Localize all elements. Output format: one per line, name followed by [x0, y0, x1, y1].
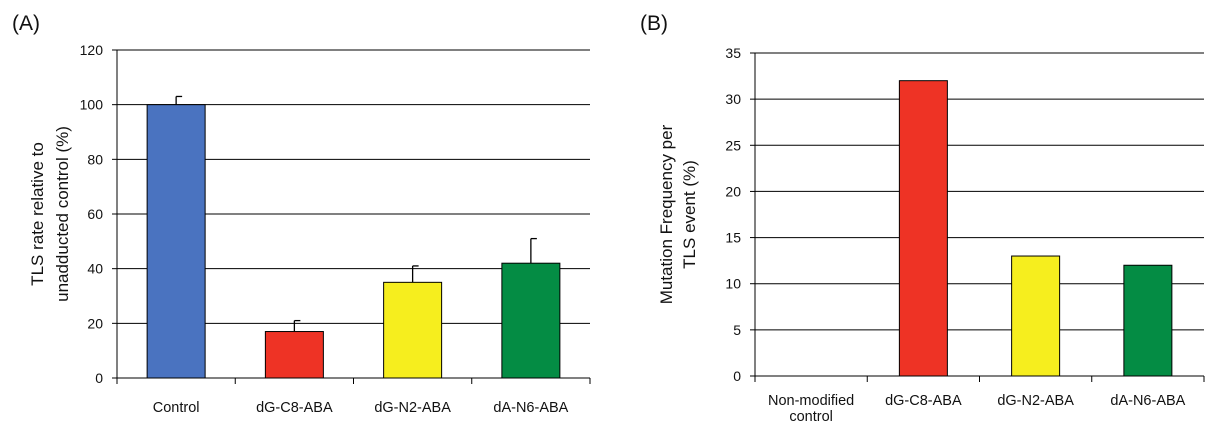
- y-tick-label: 0: [733, 368, 741, 384]
- y-axis-title-line: unadducted control (%): [53, 126, 72, 302]
- x-category-label: dG-N2-ABA: [374, 400, 451, 416]
- y-tick-label: 100: [80, 97, 104, 113]
- y-tick-label: 120: [80, 42, 104, 58]
- y-tick-label: 25: [725, 137, 741, 153]
- y-tick-label: 5: [733, 322, 741, 338]
- x-category-label: dA-N6-ABA: [1110, 393, 1185, 409]
- x-category-label: dG-C8-ABA: [256, 400, 333, 416]
- y-axis-title-line: TLS rate relative to: [28, 142, 47, 286]
- bar-dg-c8-aba: [264, 331, 324, 379]
- y-tick-label: 80: [87, 151, 103, 167]
- bar-da-n6-aba: [501, 262, 561, 379]
- y-axis-title-line: TLS event (%): [680, 160, 699, 269]
- chart-panel-a: (A) 0 20 40 60 80 100 120 Control dG-C8-ABA dG-N2-…: [12, 12, 591, 416]
- panel-label-a: (A): [12, 12, 40, 35]
- y-tick-label: 0: [95, 370, 103, 386]
- y-tick-label: 20: [87, 315, 103, 331]
- bar-control: [146, 104, 206, 379]
- bar-dg-n2-aba: [383, 281, 443, 379]
- bar-da-n6-aba: [1123, 264, 1173, 377]
- panel-label-b: (B): [640, 12, 668, 35]
- y-tick-label: 20: [725, 183, 741, 199]
- y-tick-label: 60: [87, 206, 103, 222]
- y-axis-title-line: Mutation Frequency per: [657, 124, 676, 304]
- x-category-label: dG-C8-ABA: [885, 393, 962, 409]
- x-category-label: dA-N6-ABA: [493, 400, 568, 416]
- y-tick-label: 40: [87, 261, 103, 277]
- y-tick-label: 15: [725, 230, 741, 246]
- y-tick-label: 10: [725, 276, 741, 292]
- bar-dg-c8-aba: [898, 80, 948, 377]
- bar-dg-n2-aba: [1011, 255, 1061, 377]
- y-tick-label: 35: [725, 45, 741, 61]
- x-category-label: Control: [153, 400, 200, 416]
- y-tick-label: 30: [725, 91, 741, 107]
- x-category-label: dG-N2-ABA: [997, 393, 1074, 409]
- x-category-label: Non-modified control: [768, 393, 854, 425]
- chart-panel-b: (B) 0 5 10 15 20 25 30 35 Non-modified control dG-C…: [640, 12, 1205, 425]
